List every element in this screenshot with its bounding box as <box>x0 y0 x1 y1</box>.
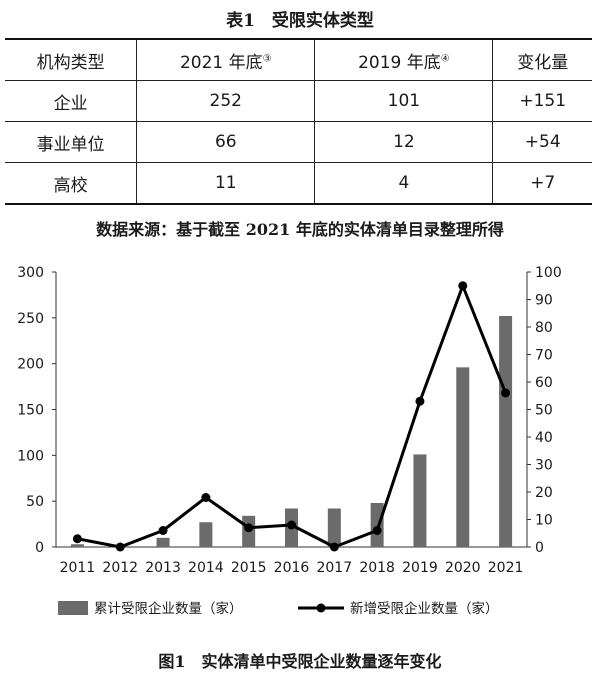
bar <box>499 316 513 547</box>
line-point <box>158 526 168 535</box>
right-tick-label: 10 <box>535 513 553 529</box>
line-point <box>72 534 82 544</box>
header-cell-change: 变化量 <box>492 38 592 81</box>
legend-line-marker <box>316 603 326 613</box>
table-row: 事业单位 66 12 +54 <box>5 121 592 163</box>
header-label: 变化量 <box>517 52 569 73</box>
table-cell: +54 <box>492 121 592 163</box>
x-tick-label: 2018 <box>359 560 395 576</box>
header-cell-2019: 2019 年底④ <box>314 38 494 81</box>
right-tick-label: 30 <box>535 458 553 474</box>
table-cell: 101 <box>314 80 494 122</box>
right-tick-label: 60 <box>535 375 553 391</box>
table-cell: 高校 <box>5 162 138 205</box>
table-title: 表1 受限实体类型 <box>226 11 374 31</box>
header-label: 2021 年底 <box>179 52 263 73</box>
figure-caption: 图1 实体清单中受限企业数量逐年变化 <box>158 652 442 671</box>
x-tick-label: 2015 <box>231 560 267 576</box>
bar <box>327 508 341 547</box>
bar <box>70 544 84 547</box>
line-point <box>458 281 468 291</box>
footnote-marker: ③ <box>262 52 272 64</box>
header-cell-type: 机构类型 <box>5 38 138 81</box>
table-cell: 事业单位 <box>5 121 138 163</box>
entity-type-table: 机构类型 2021 年底③ 2019 年底④ 变化量 企业 252 101 +1… <box>5 38 592 205</box>
table-cell: 252 <box>136 80 316 122</box>
header-label: 2019 年底 <box>358 52 441 73</box>
left-tick-label: 200 <box>17 357 44 373</box>
line-point <box>201 493 211 502</box>
combo-chart: 0 50 100 150 200 250 300 0 10 20 30 40 50 60 70 80 90 100… <box>17 265 562 617</box>
x-tick-label: 2019 <box>402 560 438 576</box>
right-tick-label: 80 <box>535 320 553 336</box>
bar <box>156 537 170 547</box>
x-tick-label: 2012 <box>102 560 138 576</box>
table-cell: 4 <box>314 162 494 205</box>
line-point <box>115 542 125 552</box>
legend-bar-swatch <box>58 601 88 615</box>
line-point <box>501 388 511 398</box>
line-point <box>415 396 425 406</box>
bar <box>413 454 427 547</box>
table-cell: 企业 <box>5 80 138 122</box>
x-tick-label: 2014 <box>188 560 224 576</box>
right-tick-label: 20 <box>535 485 553 501</box>
legend-line-label: 新增受限企业数量（家） <box>350 600 499 617</box>
right-tick-label: 40 <box>535 430 553 446</box>
table-cell: 12 <box>314 121 494 163</box>
right-tick-label: 90 <box>535 293 553 309</box>
right-tick-label: 70 <box>535 348 553 364</box>
right-tick-label: 0 <box>535 540 544 556</box>
header-cell-2021: 2021 年底③ <box>136 38 316 81</box>
left-tick-label: 300 <box>17 265 44 281</box>
line-point <box>329 542 339 552</box>
line-point <box>372 526 382 535</box>
data-source-note: 数据来源：基于截至 2021 年底的实体清单目录整理所得 <box>96 220 504 239</box>
x-tick-label: 2020 <box>445 560 481 576</box>
line-point <box>244 523 254 533</box>
table-cell: 66 <box>136 121 316 163</box>
line-point <box>287 520 296 530</box>
right-tick-label: 100 <box>535 265 562 281</box>
left-tick-label: 50 <box>26 494 44 510</box>
x-tick-label: 2017 <box>316 560 352 576</box>
table-cell: +7 <box>492 162 592 205</box>
legend-bar-label: 累计受限企业数量（家） <box>94 600 243 617</box>
table-cell: 11 <box>136 162 316 205</box>
table-row: 企业 252 101 +151 <box>5 80 592 122</box>
left-tick-label: 100 <box>17 448 44 464</box>
header-label: 机构类型 <box>36 52 105 73</box>
x-tick-label: 2016 <box>274 560 310 576</box>
left-tick-label: 250 <box>17 311 44 327</box>
footnote-marker: ④ <box>440 52 450 64</box>
series-line <box>77 284 507 549</box>
x-tick-label: 2013 <box>145 560 181 576</box>
bar <box>456 367 470 547</box>
table-cell: +151 <box>492 80 592 122</box>
left-tick-label: 0 <box>35 540 44 556</box>
bar <box>199 522 213 547</box>
right-tick-label: 50 <box>535 403 553 419</box>
x-tick-label: 2021 <box>488 560 524 576</box>
left-tick-label: 150 <box>17 403 44 419</box>
table-row: 高校 11 4 +7 <box>5 162 592 205</box>
x-tick-label: 2011 <box>60 560 96 576</box>
table-header-row: 机构类型 2021 年底③ 2019 年底④ 变化量 <box>5 38 592 81</box>
bar <box>370 503 384 547</box>
